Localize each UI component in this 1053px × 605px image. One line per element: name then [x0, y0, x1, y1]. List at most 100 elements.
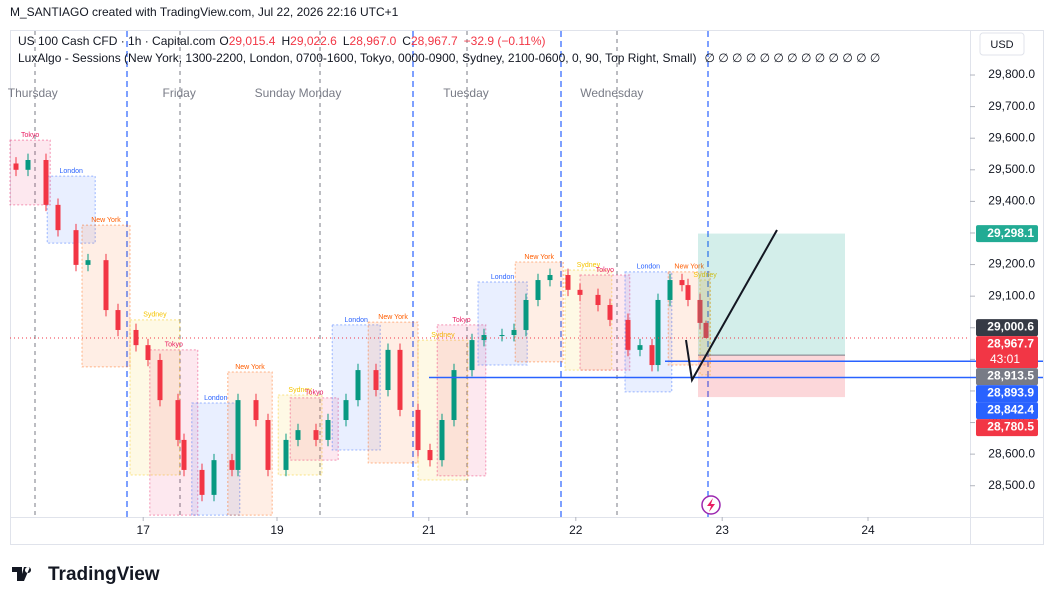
candle-body: [229, 460, 235, 470]
candle-body: [115, 310, 121, 330]
session-box: [579, 274, 631, 371]
session-label: London: [637, 264, 660, 271]
ohlc-key: L: [343, 34, 350, 48]
session-label: London: [491, 274, 514, 281]
candle-body: [55, 204, 61, 231]
candle-body: [211, 460, 217, 495]
candle-body: [253, 400, 259, 421]
ohlc-key: O: [219, 34, 228, 48]
price-label-box: [976, 419, 1038, 437]
day-label: Tuesday: [443, 86, 489, 100]
candle-body: [625, 319, 631, 350]
session-label: Sydney: [693, 272, 717, 279]
indicator-values: ∅ ∅ ∅ ∅ ∅ ∅ ∅ ∅ ∅ ∅ ∅ ∅ ∅: [704, 51, 880, 65]
session-box: [564, 269, 613, 371]
candle-body: [595, 294, 601, 306]
candle-body: [481, 335, 487, 341]
candle-body: [385, 349, 391, 390]
stop-zone: [698, 355, 845, 398]
ohlc-value: 29,022.6: [290, 34, 337, 48]
candle-body: [397, 349, 403, 410]
session-box: [624, 271, 673, 393]
candle-body: [157, 359, 163, 401]
candle-body: [313, 430, 319, 440]
session-box: [289, 397, 339, 461]
candle-body: [499, 335, 505, 337]
x-tick-label: 19: [270, 523, 284, 537]
y-tick-label: 28,600.0: [988, 446, 1035, 460]
session-label: London: [345, 317, 368, 324]
x-tick-label: 24: [861, 523, 875, 537]
candle-body: [265, 420, 271, 470]
candle-body: [703, 322, 709, 338]
price-label: 29,000.6: [987, 320, 1034, 334]
session-label: Tokyo: [596, 267, 614, 274]
price-label-box: [976, 402, 1038, 420]
symbol: US 100 Cash CFD · 1h · Capital.com: [18, 34, 215, 48]
y-tick-label: 29,200.0: [988, 257, 1035, 271]
candle-body: [325, 420, 331, 440]
price-label-box: [976, 336, 1038, 369]
candle-body: [451, 370, 457, 421]
logo-mark: [12, 567, 32, 581]
session-label: New York: [235, 364, 265, 371]
candle-body: [607, 305, 613, 320]
price-label: 28,913.5: [987, 369, 1034, 383]
candle-body: [103, 260, 109, 311]
session-label: New York: [674, 264, 704, 271]
ohlc-value: 29,015.4: [229, 34, 276, 48]
price-label-box: [976, 319, 1038, 337]
session-label: Tokyo: [452, 317, 470, 324]
candle-body: [73, 230, 79, 265]
session-box: [477, 281, 528, 366]
candle-body: [679, 280, 685, 286]
session-box: [227, 371, 273, 516]
target-zone: [698, 233, 845, 356]
x-tick-label: 23: [716, 523, 730, 537]
session-box: [367, 321, 419, 464]
candle-body: [469, 340, 475, 371]
session-label: New York: [378, 314, 408, 321]
y-tick-label: 29,800.0: [988, 67, 1035, 81]
candle-body: [145, 345, 151, 360]
candle-body: [295, 430, 301, 440]
y-tick-label: 28,500.0: [988, 478, 1035, 492]
legend-line: US 100 Cash CFD · 1h · Capital.com O29,01…: [18, 34, 546, 48]
candle-body: [415, 409, 421, 451]
candle-body: [25, 160, 31, 170]
y-tick-label: 29,600.0: [988, 130, 1035, 144]
price-label: 28,967.7: [987, 337, 1034, 351]
price-label: 28,780.5: [987, 420, 1034, 434]
session-box: [514, 261, 564, 363]
ohlc-value: 28,967.0: [350, 34, 397, 48]
candle-body: [535, 280, 541, 300]
session-label: Tokyo: [305, 390, 323, 397]
day-label: Wednesday: [580, 86, 643, 100]
candle-body: [667, 280, 673, 300]
candle-body: [43, 160, 49, 205]
session-label: Sydney: [431, 332, 455, 339]
candle-body: [343, 400, 349, 421]
candle-body: [13, 163, 19, 170]
candle-body: [565, 275, 571, 290]
session-label: Sydney: [288, 387, 312, 394]
candle-body: [523, 299, 529, 330]
brand: TradingView: [48, 564, 160, 585]
day-label: Thursday: [8, 86, 58, 100]
candle-body: [637, 345, 643, 350]
countdown: 43:01: [990, 352, 1020, 366]
y-tick-label: 29,500.0: [988, 162, 1035, 176]
candle-body: [577, 289, 583, 295]
y-tick-label: 29,100.0: [988, 288, 1035, 302]
session-label: New York: [524, 254, 554, 261]
currency-button[interactable]: [979, 32, 1025, 56]
candle-body: [547, 275, 553, 281]
candle-body: [685, 285, 691, 300]
candle-body: [649, 345, 655, 366]
price-label: 29,298.1: [987, 226, 1034, 240]
overlay: [10, 229, 1043, 515]
x-tick-label: 17: [137, 523, 151, 537]
plot-area: Thursday Friday Sunday Monday Tuesday Wednes…: [8, 31, 717, 517]
event-bolt: [707, 498, 715, 512]
